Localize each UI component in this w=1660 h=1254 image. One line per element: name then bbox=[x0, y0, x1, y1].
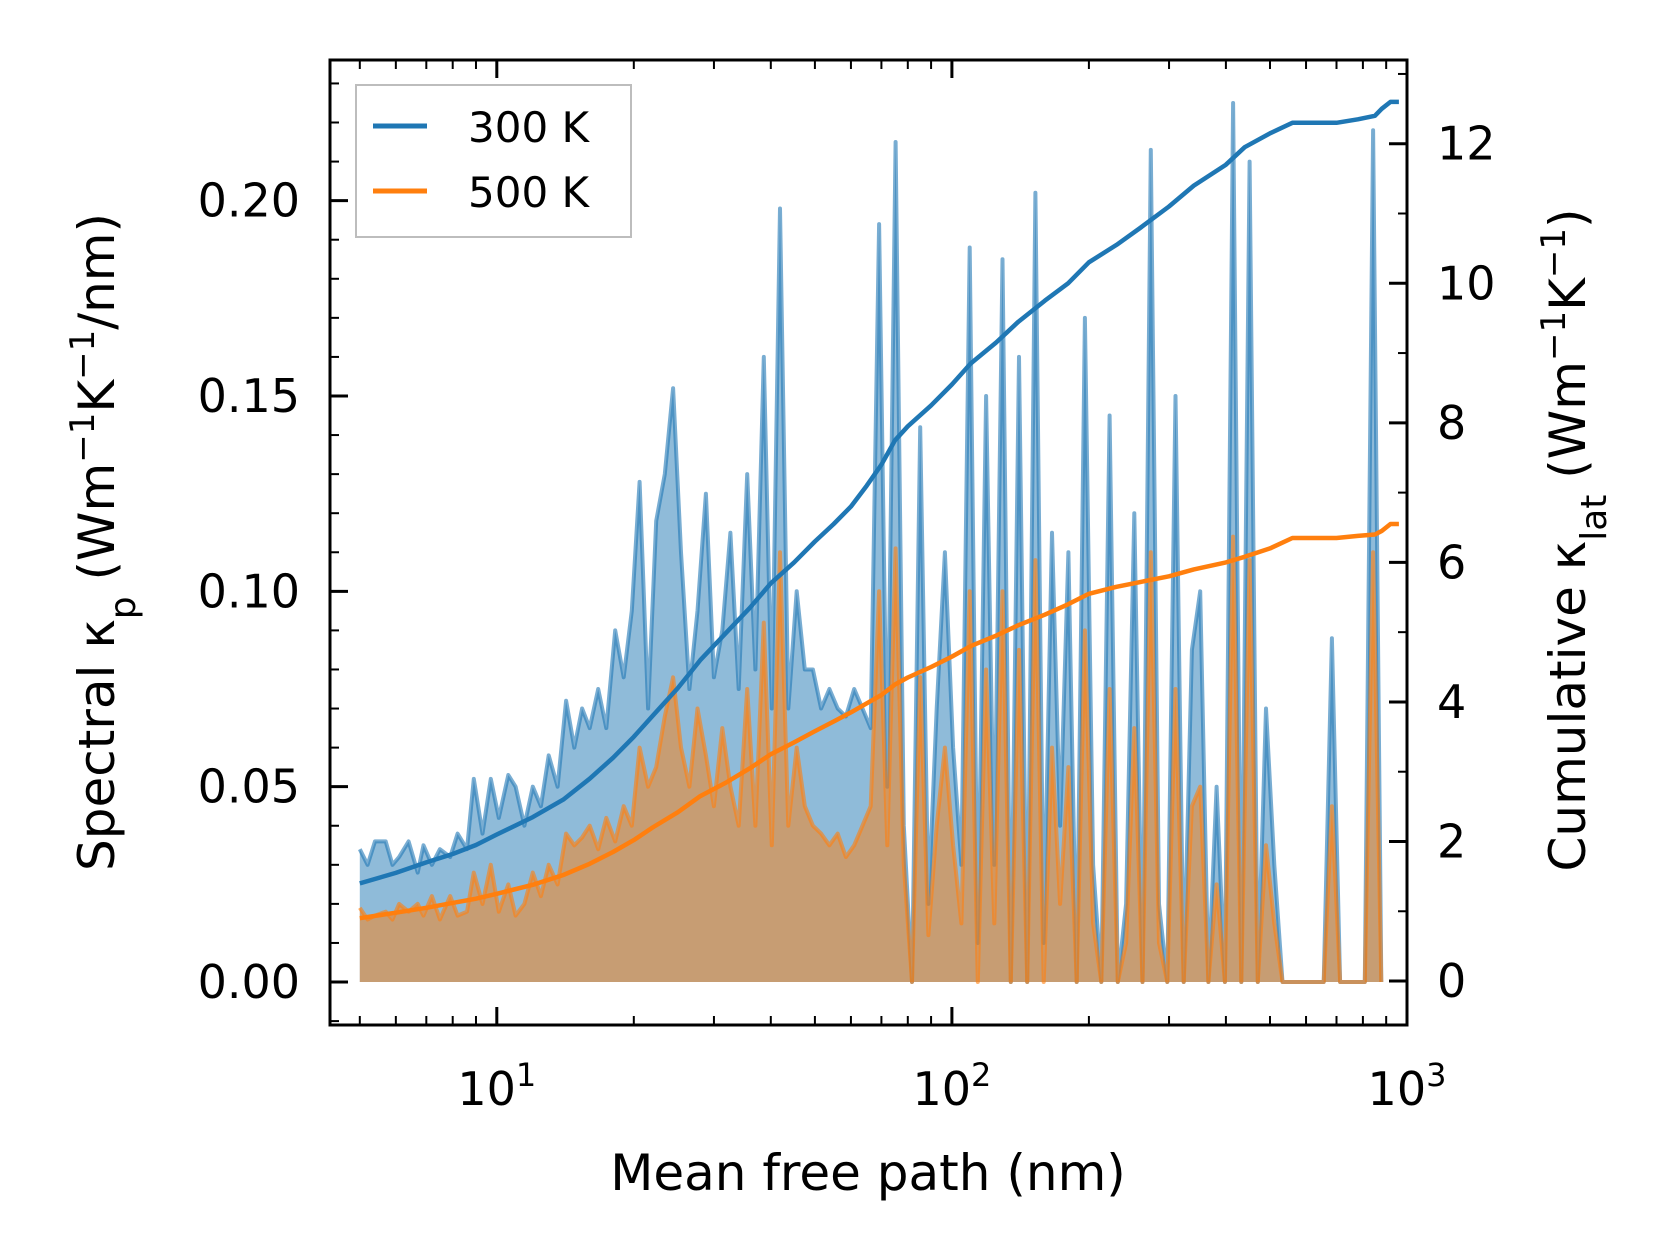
x-tick-label: 103 bbox=[1368, 1056, 1447, 1116]
y-axis-right-label: Cumulative κlat (Wm−1K−1) bbox=[1534, 208, 1615, 871]
y-left-tick-label: 0.20 bbox=[198, 174, 300, 228]
legend: 300 K 500 K bbox=[355, 84, 632, 238]
x-tick-label: 101 bbox=[457, 1056, 536, 1116]
y-left-tick-label: 0.15 bbox=[198, 369, 300, 423]
y-left-tick-label: 0.05 bbox=[198, 760, 300, 814]
spectral-area-300k bbox=[359, 103, 1382, 982]
plot-frame bbox=[328, 58, 1409, 1027]
x-axis-label: Mean free path (nm) bbox=[610, 1144, 1126, 1202]
cumulative-line-300k bbox=[359, 99, 1399, 886]
spectral-area-500k bbox=[359, 536, 1382, 982]
legend-label-500k: 500 K bbox=[468, 168, 591, 217]
y-right-tick-label: 12 bbox=[1437, 117, 1496, 171]
cumulative-line-500k bbox=[359, 521, 1399, 921]
y-right-tick-label: 0 bbox=[1437, 954, 1466, 1008]
y-left-tick-label: 0.00 bbox=[198, 955, 300, 1009]
y-right-tick-label: 10 bbox=[1437, 256, 1496, 310]
y-left-tick-label: 0.10 bbox=[198, 564, 300, 618]
x-tick-label: 102 bbox=[912, 1056, 991, 1116]
cumulative-lines bbox=[359, 99, 1399, 921]
spectral-line-500k bbox=[358, 534, 1384, 984]
spectral-fills bbox=[358, 101, 1384, 984]
y-right-tick-label: 6 bbox=[1437, 535, 1466, 589]
y-axis-left-label: Spectral κp (Wm−1K−1/nm) bbox=[63, 213, 144, 871]
legend-label-300k: 300 K bbox=[468, 103, 591, 152]
y-right-tick-label: 2 bbox=[1437, 814, 1466, 868]
y-right-tick-label: 8 bbox=[1437, 396, 1466, 450]
axis-ticks: 101 102 103 0.00 0.05 0.10 0.15 0.20 0 2 4 6 8 10 12 bbox=[198, 60, 1496, 1116]
legend-box bbox=[355, 84, 632, 238]
y-right-tick-label: 4 bbox=[1437, 675, 1466, 729]
spectral-line-300k bbox=[358, 101, 1384, 984]
